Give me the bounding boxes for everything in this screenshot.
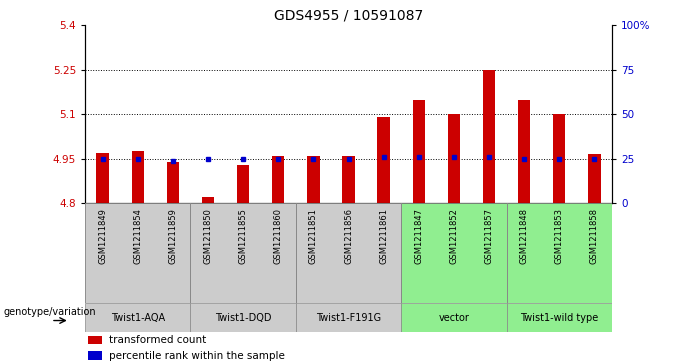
Text: transformed count: transformed count xyxy=(109,335,206,345)
Bar xyxy=(85,303,190,332)
Title: GDS4955 / 10591087: GDS4955 / 10591087 xyxy=(274,9,423,23)
Bar xyxy=(588,154,600,203)
Bar xyxy=(85,203,190,303)
Text: GSM1211859: GSM1211859 xyxy=(169,208,177,264)
Bar xyxy=(167,162,179,203)
Bar xyxy=(190,303,296,332)
Bar xyxy=(483,70,495,203)
Bar xyxy=(377,117,390,203)
Bar xyxy=(507,203,612,303)
Bar xyxy=(507,303,612,332)
Text: GSM1211854: GSM1211854 xyxy=(133,208,142,264)
Text: Twist1-wild type: Twist1-wild type xyxy=(520,313,598,323)
Bar xyxy=(272,156,284,203)
Bar xyxy=(296,303,401,332)
Bar xyxy=(518,99,530,203)
Bar xyxy=(401,203,507,303)
Bar xyxy=(190,203,296,303)
Text: percentile rank within the sample: percentile rank within the sample xyxy=(109,351,285,360)
Text: GSM1211860: GSM1211860 xyxy=(274,208,283,264)
Text: GSM1211849: GSM1211849 xyxy=(98,208,107,264)
Text: GSM1211850: GSM1211850 xyxy=(203,208,212,264)
Bar xyxy=(131,151,144,203)
Text: GSM1211853: GSM1211853 xyxy=(555,208,564,264)
Bar xyxy=(401,303,507,332)
Text: vector: vector xyxy=(439,313,469,323)
Bar xyxy=(307,156,320,203)
Bar xyxy=(296,203,401,303)
Bar xyxy=(88,336,103,344)
Bar xyxy=(553,114,566,203)
Text: GSM1211858: GSM1211858 xyxy=(590,208,599,264)
Text: GSM1211861: GSM1211861 xyxy=(379,208,388,264)
Text: GSM1211847: GSM1211847 xyxy=(414,208,423,264)
Bar xyxy=(342,156,355,203)
Text: GSM1211857: GSM1211857 xyxy=(485,208,494,264)
Text: GSM1211851: GSM1211851 xyxy=(309,208,318,264)
Text: Twist1-AQA: Twist1-AQA xyxy=(111,313,165,323)
Bar xyxy=(202,197,214,203)
Text: Twist1-DQD: Twist1-DQD xyxy=(215,313,271,323)
Text: GSM1211856: GSM1211856 xyxy=(344,208,353,264)
Text: GSM1211855: GSM1211855 xyxy=(239,208,248,264)
Bar xyxy=(88,351,103,360)
Text: GSM1211848: GSM1211848 xyxy=(520,208,528,264)
Bar xyxy=(447,114,460,203)
Bar xyxy=(97,153,109,203)
Bar xyxy=(237,165,250,203)
Text: genotype/variation: genotype/variation xyxy=(3,307,96,317)
Text: Twist1-F191G: Twist1-F191G xyxy=(316,313,381,323)
Text: GSM1211852: GSM1211852 xyxy=(449,208,458,264)
Bar xyxy=(413,99,425,203)
